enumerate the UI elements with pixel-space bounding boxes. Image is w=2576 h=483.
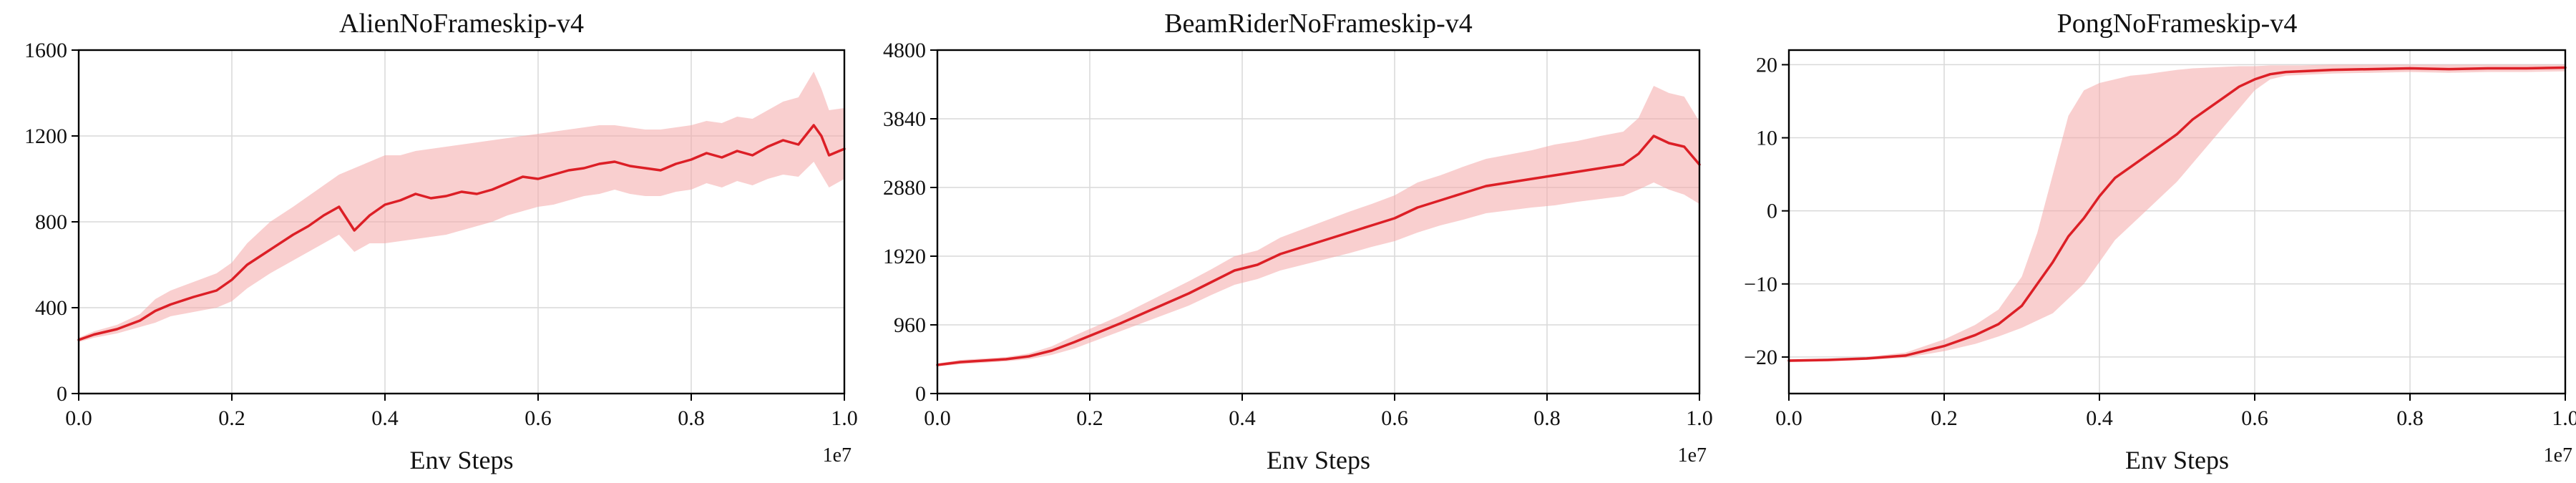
x-tick-label: 1.0 xyxy=(1686,406,1713,430)
chart-panel-2: 0.0 0.2 0.4 0.6 0.8 1.0 0 960 1920 2880 3840 4800 Be… xyxy=(883,9,1713,474)
x-tick-label: 0.6 xyxy=(1381,406,1408,430)
x-tick-label: 0.0 xyxy=(1775,406,1802,430)
x-tick-label: 0.4 xyxy=(371,406,399,430)
x-axis-offset-label: 1e7 xyxy=(823,444,852,467)
x-tick-label: 0.6 xyxy=(525,406,552,430)
chart-title: BeamRiderNoFrameskip-v4 xyxy=(1164,9,1473,39)
y-tick-label: 0 xyxy=(57,382,67,406)
confidence-band xyxy=(1789,64,2565,363)
y-tick-label: 0 xyxy=(1767,200,1777,223)
y-tick-label: −20 xyxy=(1744,346,1777,369)
confidence-band xyxy=(79,72,844,342)
x-tick-label: 0.2 xyxy=(1931,406,1958,430)
y-tick-label: 20 xyxy=(1756,53,1777,77)
confidence-band xyxy=(937,86,1699,366)
y-tick-label: 0 xyxy=(915,382,926,406)
y-tick-label: 2880 xyxy=(883,176,926,200)
plot-frame xyxy=(936,49,1701,395)
mean-line xyxy=(1787,66,2567,362)
x-tick-label: 0.4 xyxy=(1229,406,1256,430)
x-tick-label: 0.8 xyxy=(678,406,705,430)
x-axis-offset-label: 1e7 xyxy=(1678,444,1707,467)
y-tick-label: 800 xyxy=(35,210,67,234)
x-axis-offset-label: 1e7 xyxy=(2544,444,2572,467)
y-tick-label: 3840 xyxy=(883,107,926,131)
y-tick-label: 1920 xyxy=(883,245,926,268)
plot-frame xyxy=(1787,49,2567,395)
x-tick-label: 0.0 xyxy=(65,406,92,430)
x-tick-label: 0.0 xyxy=(924,406,951,430)
x-tick-label: 0.2 xyxy=(218,406,245,430)
chart-panel-1: 0.0 0.2 0.4 0.6 0.8 1.0 0 400 800 1200 1600 AlienNo… xyxy=(24,9,858,474)
chart-title: PongNoFrameskip-v4 xyxy=(2057,9,2298,39)
y-tick-label: 1600 xyxy=(24,39,67,62)
x-tick-label: 0.8 xyxy=(2396,406,2424,430)
x-axis-label: Env Steps xyxy=(409,446,513,474)
x-tick-label: 0.8 xyxy=(1533,406,1561,430)
x-tick-label: 1.0 xyxy=(831,406,858,430)
mean-line xyxy=(77,124,846,341)
x-tick-label: 1.0 xyxy=(2552,406,2576,430)
x-tick-label: 0.6 xyxy=(2241,406,2268,430)
chart-panel-3: 0.0 0.2 0.4 0.6 0.8 1.0 −20 −10 0 10 20 PongNoFrame… xyxy=(1744,9,2576,474)
x-tick-label: 0.2 xyxy=(1076,406,1103,430)
x-axis-label: Env Steps xyxy=(1267,446,1370,474)
y-tick-label: 10 xyxy=(1756,127,1777,150)
y-tick-label: 960 xyxy=(894,313,926,337)
y-tick-label: −10 xyxy=(1744,273,1777,296)
y-tick-label: 400 xyxy=(35,296,67,320)
chart-title: AlienNoFrameskip-v4 xyxy=(339,9,584,39)
x-axis-label: Env Steps xyxy=(2125,446,2229,474)
x-tick-label: 0.4 xyxy=(2086,406,2113,430)
y-tick-label: 4800 xyxy=(883,39,926,62)
y-tick-label: 1200 xyxy=(24,125,67,148)
mean-line xyxy=(936,135,1701,366)
